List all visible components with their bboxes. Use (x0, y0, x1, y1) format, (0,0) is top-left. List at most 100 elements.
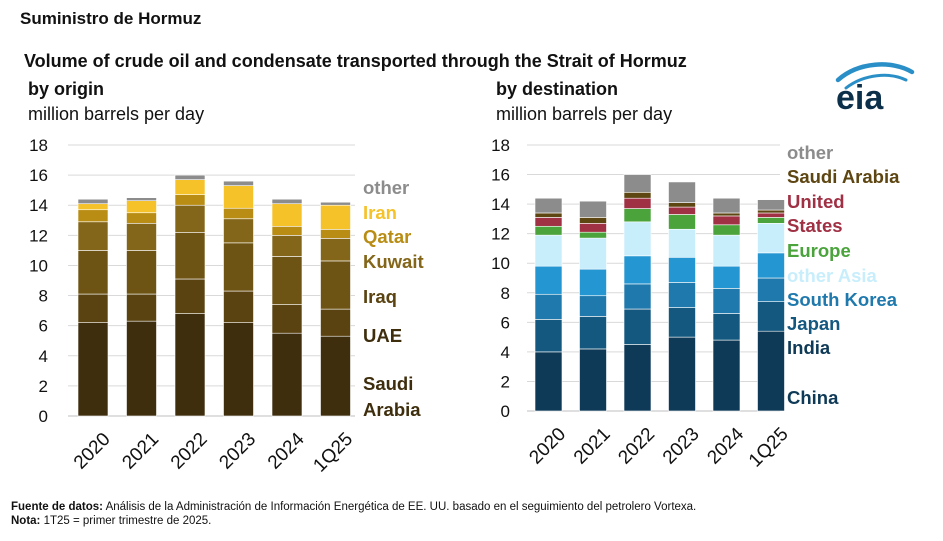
x-tick-label: 2021 (118, 429, 163, 474)
bar-segment-europe-2021 (579, 231, 607, 239)
bar-segment-other-2021 (126, 197, 157, 202)
bar-segment-india-2022 (623, 308, 652, 345)
y-tick-label: 16 (491, 166, 510, 185)
bar-segment-iran-2020 (77, 203, 109, 211)
legend-label-iraq: Iraq (363, 286, 397, 307)
bar-segment-iraq-1q25 (320, 260, 351, 310)
bar-segment-china-2024 (712, 339, 741, 412)
bar-segment-other-2023 (668, 181, 696, 203)
bar-segment-other-2020 (534, 197, 563, 214)
x-tick-label: 1Q25 (309, 429, 357, 477)
logo-text: eia (836, 79, 884, 115)
y-tick-label: 2 (501, 372, 510, 391)
page-title: Volume of crude oil and condensate trans… (24, 51, 687, 71)
bar-segment-saudi-arabia-1q25 (757, 209, 785, 214)
bar-segment-saudi-arabia-2020 (77, 322, 109, 417)
x-tick-label: 2020 (525, 424, 570, 469)
bar-segment-south-korea-2024 (712, 265, 741, 289)
bar-segment-iraq-2021 (126, 250, 157, 295)
bar-segment-iraq-2020 (77, 250, 109, 295)
note-text: 1T25 = primer trimestre de 2025. (43, 515, 212, 527)
bar-segment-qatar-1q25 (320, 229, 351, 239)
y-tick-label: 0 (501, 402, 510, 421)
x-tick-label: 2024 (703, 423, 748, 468)
bar-segment-china-2022 (623, 344, 652, 412)
legend-label-japan: Japan (787, 313, 840, 334)
bar-segment-south-korea-2023 (668, 257, 696, 283)
y-tick-label: 8 (39, 287, 48, 306)
y-tick-label: 4 (501, 343, 510, 362)
bar-segment-china-2020 (534, 351, 563, 412)
y-tick-label: 6 (39, 317, 48, 336)
bar-segment-japan-2020 (534, 293, 563, 320)
bar-segment-other-2024 (712, 197, 741, 214)
bar-segment-south-korea-2021 (579, 268, 607, 297)
bar-segment-qatar-2022 (174, 194, 206, 206)
y-tick-label: 0 (39, 407, 48, 426)
bar-segment-saudi-arabia-2023 (668, 202, 696, 208)
bar-segment-india-2021 (579, 316, 607, 350)
bar-segment-iran-2024 (271, 203, 303, 227)
bar-segment-other-2020 (77, 198, 109, 205)
bar-segment-china-2021 (579, 348, 607, 412)
bar-segment-united-states-2023 (668, 206, 696, 215)
bar-segment-japan-2022 (623, 283, 652, 310)
bar-segment-saudi-arabia-2024 (712, 212, 741, 217)
origin-chart-title: by origin (28, 79, 104, 99)
bar-segment-iraq-2023 (223, 242, 254, 292)
source-text: Análisis de la Administración de Informa… (105, 501, 697, 513)
note-line: Nota: 1T25 = primer trimestre de 2025. (11, 514, 696, 528)
bar-segment-qatar-2020 (77, 209, 109, 223)
legend-label-saudi-arabia: Saudi Arabia (787, 166, 900, 187)
y-tick-label: 14 (29, 196, 48, 215)
bar-segment-united-states-2021 (579, 223, 607, 233)
bar-segment-china-1q25 (757, 330, 785, 412)
legend-label-qatar: Qatar (363, 226, 411, 247)
bar-segment-japan-2021 (579, 295, 607, 317)
destination-chart-unit: million barrels per day (496, 104, 673, 124)
bar-segment-other-asia-2024 (712, 234, 741, 267)
bar-segment-europe-2023 (668, 214, 696, 230)
y-tick-label: 6 (501, 313, 510, 332)
bar-segment-saudi-arabia-1q25 (320, 335, 351, 417)
legend-label-kuwait: Kuwait (363, 251, 424, 272)
y-tick-label: 14 (491, 195, 510, 214)
bar-segment-uae-2020 (77, 293, 109, 323)
bar-segment-japan-2023 (668, 282, 696, 308)
bar-segment-united-states-2022 (623, 197, 652, 209)
bar-segment-saudi-arabia-2022 (623, 191, 652, 199)
bar-segment-iran-2021 (126, 200, 157, 214)
legend-label-india: India (787, 337, 831, 358)
bar-segment-saudi-arabia-2021 (579, 217, 607, 224)
bar-segment-kuwait-2024 (271, 235, 303, 257)
y-tick-label: 2 (39, 377, 48, 396)
bar-segment-saudi-arabia-2022 (174, 313, 206, 417)
bar-segment-other-2023 (223, 180, 254, 186)
y-tick-label: 12 (491, 225, 510, 244)
destination-chart-title: by destination (496, 79, 619, 99)
bar-segment-china-2023 (668, 336, 696, 412)
bar-segment-qatar-2024 (271, 226, 303, 236)
bar-segment-uae-2022 (174, 278, 206, 314)
y-tick-label: 18 (491, 136, 510, 155)
legend-label-united-states: United (787, 191, 845, 212)
bar-segment-saudi-arabia-2021 (126, 320, 157, 417)
bar-segment-other-2024 (271, 198, 303, 205)
y-tick-label: 18 (29, 136, 48, 155)
source-line: Fuente de datos: Análisis de la Administ… (11, 500, 696, 514)
bar-segment-united-states-1q25 (757, 212, 785, 218)
bar-segment-kuwait-2022 (174, 204, 206, 233)
eia-logo: eia (835, 62, 915, 115)
bar-segment-uae-1q25 (320, 308, 351, 337)
bar-segment-south-korea-1q25 (757, 252, 785, 279)
logo-swoosh-top (835, 62, 915, 83)
bar-segment-japan-1q25 (757, 277, 785, 302)
legend-label-united-states: States (787, 215, 843, 236)
x-tick-label: 2024 (264, 428, 309, 473)
bar-segment-iran-1q25 (320, 204, 351, 230)
legend-label-other: other (787, 142, 833, 163)
legend-label-china: China (787, 387, 839, 408)
bar-segment-india-2023 (668, 307, 696, 338)
bar-segment-united-states-2024 (712, 215, 741, 226)
